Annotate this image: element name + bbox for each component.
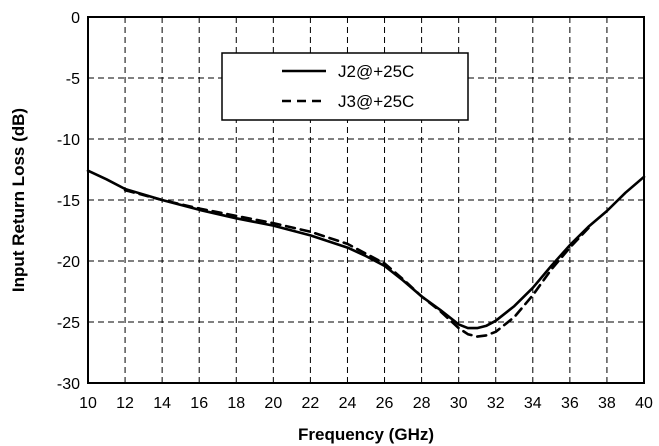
x-tick-label: 24 (339, 395, 357, 412)
x-tick-label: 32 (487, 395, 505, 412)
x-axis-title: Frequency (GHz) (298, 425, 434, 444)
x-tick-label: 18 (227, 395, 245, 412)
x-tick-label: 30 (450, 395, 468, 412)
x-tick-label: 22 (302, 395, 320, 412)
legend: J2@+25C J3@+25C (221, 52, 469, 121)
series-layer (86, 169, 646, 338)
x-tick-label: 40 (635, 395, 653, 412)
y-tick-label: -25 (57, 315, 80, 332)
y-tick-label: -30 (57, 376, 80, 393)
y-tick-label: 0 (71, 10, 80, 27)
series-line-j2 (86, 169, 646, 330)
x-tick-label: 20 (264, 395, 282, 412)
x-tick-label: 38 (598, 395, 616, 412)
legend-box (221, 52, 469, 121)
legend-label-j2: J2@+25C (338, 62, 414, 81)
plot-area-frame (87, 16, 645, 384)
x-tick-label: 26 (376, 395, 394, 412)
x-tick-label: 36 (561, 395, 579, 412)
x-tick-label: 10 (79, 395, 97, 412)
y-axis-title: Input Return Loss (dB) (9, 108, 28, 292)
legend-label-j3: J3@+25C (338, 92, 414, 111)
x-tick-labels: 10 12 14 16 18 20 22 24 26 28 30 32 34 36 38 40 (79, 395, 653, 412)
x-tick-label: 12 (116, 395, 134, 412)
y-tick-label: -15 (57, 193, 80, 210)
x-tick-label: 28 (413, 395, 431, 412)
y-tick-label: -20 (57, 254, 80, 271)
x-tick-label: 16 (190, 395, 208, 412)
x-tick-label: 34 (524, 395, 542, 412)
series-line-j3 (123, 188, 590, 338)
y-tick-label: -10 (57, 132, 80, 149)
y-tick-labels: 0 -5 -10 -15 -20 -25 -30 (57, 10, 80, 393)
x-tick-label: 14 (153, 395, 171, 412)
y-tick-label: -5 (66, 71, 80, 88)
